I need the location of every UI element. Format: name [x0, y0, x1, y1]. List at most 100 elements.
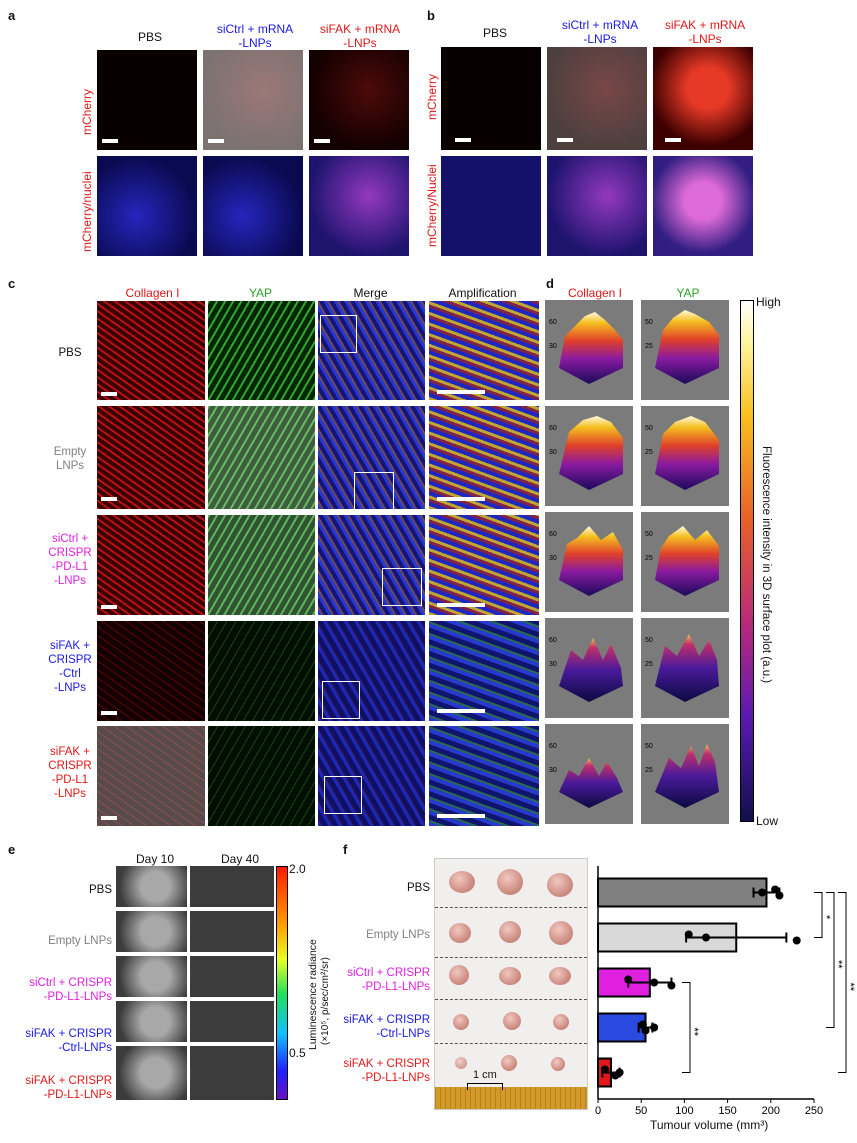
panel-c-merge-sictrl — [318, 515, 425, 615]
significance-bracket — [826, 892, 835, 1028]
panel-a-image-sifak-merge — [309, 156, 409, 256]
panel-c-amp-empty — [429, 406, 539, 509]
panel-e-row-sifak-ctrl: siFAK + CRISPR -Ctrl-LNPs — [25, 1028, 112, 1054]
panel-b-col-sifak: siFAK + mRNA -LNPs — [664, 18, 746, 46]
panel-d-letter: d — [546, 276, 554, 291]
panel-e-day40: Day 40 — [220, 852, 260, 866]
panel-e-row-sifak-pdl1: siFAK + CRISPR -PD-L1-LNPs — [25, 1075, 112, 1101]
panel-d-colorbar-title: Fluorescence intensity in 3D surface plo… — [760, 446, 772, 684]
data-point — [702, 933, 710, 942]
panel-a-col-sifak: siFAK + mRNA -LNPs — [319, 22, 401, 50]
panel-b-image-sictrl-merge — [547, 156, 647, 256]
panel-c-yap-sifak-ctrl — [208, 621, 315, 721]
panel-c-merge-sifak-pdl1 — [318, 726, 425, 826]
panel-a-image-pbs-merge — [97, 156, 197, 256]
panel-c-amp-pbs — [429, 301, 539, 400]
panel-c-col-amplification: Amplification — [448, 286, 517, 300]
panel-b-row-mcherry-nuclei: mCherry/Nuclei — [425, 164, 439, 247]
panel-c-col-merge: Merge — [353, 286, 388, 300]
surface-ztick: 50 — [645, 743, 653, 750]
panel-c-row-sifak-pdl1: siFAK + CRISPR -PD-L1 -LNPs — [48, 746, 92, 800]
panel-a-col-sictrl: siCtrl + mRNA -LNPs — [216, 22, 294, 50]
panel-f-letter: f — [343, 842, 348, 857]
significance-bracket — [814, 892, 823, 938]
x-tick-label: 250 — [805, 1105, 823, 1117]
panel-a-image-sifak-mcherry — [309, 50, 409, 150]
data-point — [624, 975, 633, 984]
panel-d-col-collagen: Collagen I — [567, 286, 623, 300]
panel-d-col-yap: YAP — [676, 286, 700, 300]
panel-e-bli-empty — [116, 911, 274, 952]
surface-ztick: 30 — [549, 555, 557, 562]
significance-label: ** — [844, 983, 856, 992]
panel-d-surface-plots: 60 30 50 25 60 30 50 25 60 30 50 25 60 3… — [545, 300, 729, 824]
surface-shapes — [559, 310, 719, 808]
significance-bracket — [682, 982, 691, 1073]
panel-c-yap-pbs — [208, 301, 315, 400]
x-tick-label: 150 — [718, 1105, 736, 1117]
panel-f-ruler — [435, 1087, 587, 1109]
panel-f-row-empty: Empty LNPs — [366, 929, 430, 941]
data-point — [638, 1020, 647, 1029]
panel-e-colorbar-title: Luminescence radiance — [307, 939, 319, 1050]
panel-d-colorbar — [740, 300, 754, 822]
surface-ztick: 50 — [645, 425, 653, 432]
panel-c-col-yap: YAP — [248, 286, 273, 300]
panel-e-row-sictrl: siCtrl + CRISPR -PD-L1-LNPs — [29, 977, 112, 1003]
panel-a-letter: a — [8, 8, 16, 23]
panel-a-row-mcherry: mCherry — [80, 88, 94, 135]
x-tick-label: 0 — [595, 1105, 601, 1117]
panel-e-row-empty: Empty LNPs — [48, 935, 112, 947]
panel-b-image-sictrl-mcherry — [547, 47, 647, 150]
surface-ztick: 60 — [549, 531, 557, 538]
surface-ztick: 30 — [549, 449, 557, 456]
panel-c-collagen-sictrl — [97, 515, 205, 615]
panel-c-row-empty: Empty LNPs — [53, 446, 87, 472]
data-point — [771, 885, 780, 894]
panel-d-colorbar-high: High — [756, 295, 781, 309]
panel-c-letter: c — [8, 276, 16, 291]
x-tick-label: 100 — [675, 1105, 693, 1117]
panel-b-col-pbs: PBS — [482, 26, 507, 40]
panel-e-colorbar-min: 0.5 — [289, 1046, 306, 1060]
x-tick-label: 200 — [762, 1105, 780, 1117]
surface-ztick: 60 — [549, 637, 557, 644]
panel-c-collagen-empty — [97, 406, 205, 509]
panel-e-bli-pbs — [116, 866, 274, 907]
surface-ztick: 25 — [645, 555, 653, 562]
significance-label: * — [820, 915, 832, 920]
panel-c-col-collagen: Collagen I — [125, 286, 180, 300]
panel-e-divider — [187, 866, 190, 1100]
panel-b-image-sifak-mcherry — [653, 47, 753, 150]
surface-ztick: 30 — [549, 767, 557, 774]
panel-e-row-pbs: PBS — [88, 884, 112, 896]
panel-c-row-pbs: PBS — [58, 347, 82, 359]
panel-c-yap-sictrl — [208, 515, 315, 615]
panel-e-letter: e — [8, 842, 16, 857]
panel-b-image-sifak-merge — [653, 156, 753, 256]
x-tick-label: 50 — [635, 1105, 647, 1117]
panel-f-bar-chart: 0 50 100 150 200 250******* — [595, 866, 856, 1117]
panel-a-image-sictrl-mcherry — [203, 50, 303, 150]
panel-c-collagen-sifak-pdl1 — [97, 726, 205, 826]
data-point — [792, 936, 801, 945]
panel-f-tumour-photo: 1 cm — [434, 858, 588, 1110]
surface-ztick: 60 — [549, 743, 557, 750]
panel-e-colorbar — [276, 866, 288, 1100]
panel-c-merge-sifak-ctrl — [318, 621, 425, 721]
panel-c-merge-empty — [318, 406, 425, 509]
panel-f-row-sifak-pdl1: siFAK + CRISPR -PD-L1-LNPs — [343, 1058, 430, 1084]
panel-c-collagen-pbs — [97, 301, 205, 400]
surface-ztick: 30 — [549, 661, 557, 668]
data-point — [775, 891, 784, 900]
panel-a-image-pbs-mcherry — [97, 50, 197, 150]
panel-b-image-pbs-merge — [441, 156, 541, 256]
panel-d-colorbar-low: Low — [756, 814, 779, 828]
panel-a-col-pbs: PBS — [137, 30, 162, 44]
panel-a-image-sictrl-merge — [203, 156, 303, 256]
surface-ztick: 50 — [645, 531, 653, 538]
panel-c-row-sictrl-pdl1: siCtrl + CRISPR -PD-L1 -LNPs — [48, 533, 92, 587]
data-point — [758, 888, 767, 897]
surface-ztick: 25 — [645, 343, 653, 350]
panel-e-bli-sictrl — [116, 956, 274, 997]
